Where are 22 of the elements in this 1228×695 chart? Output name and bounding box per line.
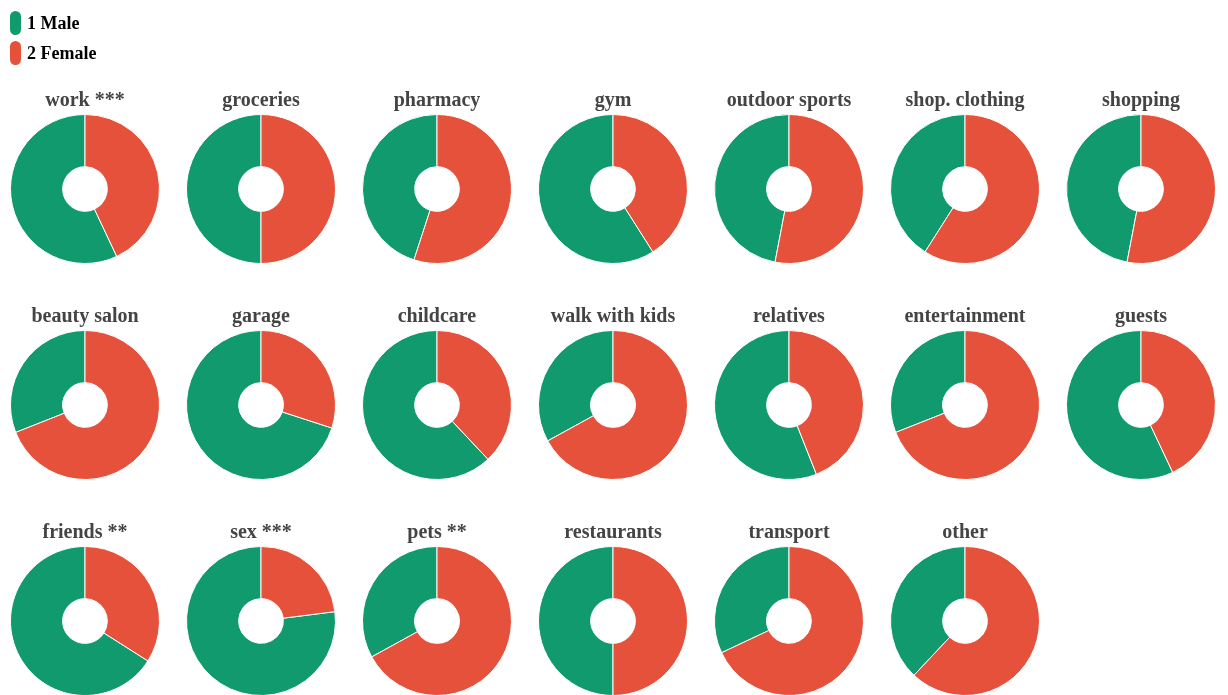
chart-title: garage bbox=[231, 304, 291, 327]
chart-title: transport bbox=[747, 520, 831, 543]
chart-title: pharmacy bbox=[392, 88, 482, 111]
chart-title: gym bbox=[593, 88, 633, 111]
chart-title: other bbox=[941, 520, 989, 543]
chart-title: guests bbox=[1113, 304, 1169, 327]
chart-title: outdoor sports bbox=[725, 88, 853, 111]
chart-title: relatives bbox=[752, 304, 826, 327]
text: work *** bbox=[44, 88, 126, 111]
chart-title: pets ** bbox=[406, 520, 468, 543]
chart-title: groceries bbox=[221, 88, 301, 111]
legend-label: 1 Male bbox=[27, 12, 80, 34]
chart-title: shop. clothing bbox=[904, 88, 1026, 111]
chart-title: sex *** bbox=[229, 520, 293, 543]
chart-title: friends ** bbox=[41, 520, 129, 543]
chart-title: entertainment bbox=[903, 304, 1027, 327]
chart-title: shopping bbox=[1101, 88, 1181, 111]
chart-title: walk with kids bbox=[549, 304, 677, 327]
chart-title: beauty salon bbox=[30, 304, 140, 327]
chart-title: childcare bbox=[396, 304, 478, 327]
legend-label: 2 Female bbox=[27, 42, 97, 64]
chart-title: restaurants bbox=[563, 520, 663, 543]
